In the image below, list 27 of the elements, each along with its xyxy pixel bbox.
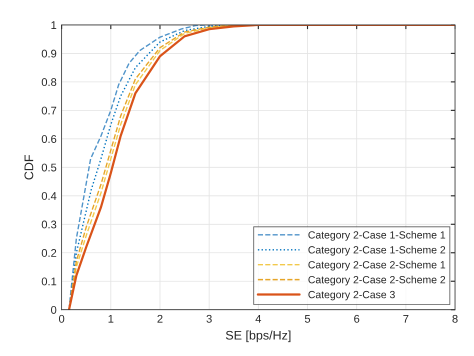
x-tick-label: 6 (354, 314, 360, 323)
x-tick-label: 3 (206, 314, 212, 323)
y-tick-label: 0.3 (42, 220, 56, 228)
x-axis-title: SE [bps/Hz] (226, 330, 290, 342)
y-tick-label: 0.9 (42, 50, 56, 58)
x-tick-label: 4 (255, 314, 262, 323)
y-tick-label: 0.2 (42, 249, 56, 257)
legend-label: Category 2-Case 3 (308, 290, 395, 300)
y-tick-label: 0 (51, 306, 56, 314)
legend-label: Category 2-Case 2-Scheme 2 (308, 276, 446, 286)
y-tick-label: 0.1 (42, 278, 56, 286)
y-tick-label: 0.6 (42, 135, 56, 143)
y-tick-label: 0.8 (42, 78, 56, 86)
x-tick-label: 8 (452, 314, 458, 323)
legend-label: Category 2-Case 2-Scheme 1 (308, 260, 446, 271)
x-tick-label: 7 (403, 314, 408, 323)
y-tick-label: 1 (51, 21, 56, 29)
y-tick-label: 0.5 (42, 164, 56, 172)
x-tick-label: 0 (58, 314, 64, 323)
x-tick-label: 1 (108, 314, 114, 323)
y-axis-title: CDF (24, 154, 34, 180)
y-tick-label: 0.4 (42, 192, 56, 200)
x-tick-label: 2 (157, 314, 163, 323)
legend-label: Category 2-Case 1-Scheme 1 (308, 230, 446, 241)
legend-label: Category 2-Case 1-Scheme 2 (308, 246, 446, 256)
y-tick-label: 0.7 (42, 106, 56, 114)
x-tick-label: 5 (304, 314, 310, 323)
